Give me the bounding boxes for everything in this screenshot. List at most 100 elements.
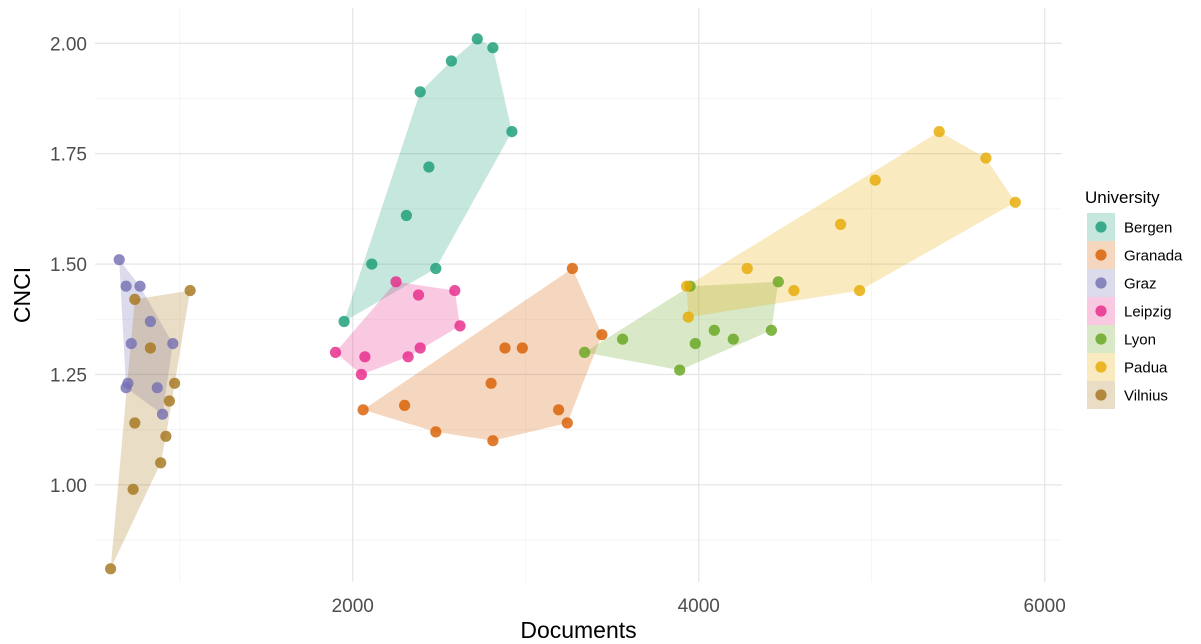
grid [95,8,1062,582]
legend-label-graz: Graz [1124,276,1157,293]
hull-leipzig [335,281,460,375]
point-bergen [445,55,457,67]
point-vilnius [105,563,117,575]
legend-label-padua: Padua [1124,360,1168,377]
point-bergen [423,161,435,173]
hull-polygons [110,38,1016,569]
point-granada [499,342,511,354]
legend-label-lyon: Lyon [1124,332,1156,349]
point-bergen [414,86,426,98]
legend-dot-lyon [1095,333,1107,345]
x-axis-title: Documents [520,617,636,643]
point-padua [980,152,992,164]
hull-vilnius [110,290,191,569]
point-vilnius [127,483,139,495]
y-tick-label: 1.50 [50,255,87,276]
point-granada [485,377,497,389]
legend-dot-bergen [1095,221,1107,233]
point-vilnius [129,293,141,305]
point-graz [125,338,137,350]
point-bergen [366,258,378,270]
point-granada [357,404,369,416]
point-lyon [579,346,591,358]
y-tick-label: 1.25 [50,365,87,386]
point-granada [516,342,528,354]
point-graz [113,254,125,266]
point-graz [167,338,179,350]
point-leipzig [414,342,426,354]
point-granada [399,399,411,411]
point-padua [933,126,945,138]
point-lyon [765,324,778,336]
point-graz [156,408,169,420]
point-vilnius [144,342,156,354]
point-lyon [772,276,784,288]
legend-label-leipzig: Leipzig [1124,304,1172,321]
point-leipzig [402,351,414,363]
y-axis-title: CNCI [9,267,35,323]
y-axis-ticks: 1.00 1.25 1.50 1.75 2.00 [50,34,87,497]
x-tick-label: 4000 [678,596,720,617]
point-vilnius [163,395,175,407]
point-padua [835,218,847,230]
point-lyon [689,338,701,350]
point-leipzig [390,276,402,288]
legend-dot-leipzig [1095,305,1107,317]
point-vilnius [184,285,196,297]
point-leipzig [449,285,461,297]
point-bergen [471,33,483,45]
point-leipzig [355,368,367,381]
point-graz [144,315,156,328]
point-padua [869,174,881,186]
point-granada [553,404,565,416]
hull-padua [686,131,1016,318]
legend-label-vilnius: Vilnius [1124,388,1168,405]
point-granada [596,329,608,341]
point-leipzig [329,346,342,358]
legend-label-bergen: Bergen [1124,220,1172,237]
point-graz [122,377,134,389]
point-granada [487,435,499,447]
legend-dot-graz [1095,277,1107,289]
point-padua [854,285,866,297]
point-padua [1009,196,1021,208]
point-padua [788,285,800,297]
legend-label-granada: Granada [1124,248,1183,265]
point-lyon [617,333,629,345]
data-points [105,33,1021,575]
point-padua [682,311,694,323]
x-tick-label: 6000 [1024,596,1066,617]
legend: University Bergen Granada Graz Leipzig Lyon P… [1085,188,1183,409]
point-lyon [708,324,720,336]
y-tick-label: 2.00 [50,34,87,55]
point-vilnius [160,430,172,442]
hull-bergen [344,38,512,322]
legend-dot-padua [1095,361,1107,373]
point-bergen [506,126,518,138]
point-padua [681,280,693,292]
point-leipzig [412,289,425,301]
y-tick-label: 1.75 [50,145,87,166]
point-padua [741,262,753,275]
legend-dot-vilnius [1095,389,1107,401]
legend-dot-granada [1095,249,1107,261]
point-vilnius [169,377,181,389]
point-graz [134,280,146,292]
point-lyon [674,364,686,376]
point-leipzig [454,320,466,332]
hull-granada [363,268,602,441]
point-vilnius [129,417,141,429]
legend-title: University [1085,188,1160,207]
point-graz [151,382,163,394]
point-bergen [338,315,350,328]
x-tick-label: 2000 [332,596,374,617]
point-graz [120,280,132,292]
point-bergen [430,262,442,275]
point-lyon [727,333,739,345]
point-granada [561,417,573,429]
x-axis-ticks: 2000 4000 6000 [332,596,1066,617]
point-granada [430,426,442,438]
y-tick-label: 1.00 [50,476,87,497]
point-bergen [400,209,412,222]
